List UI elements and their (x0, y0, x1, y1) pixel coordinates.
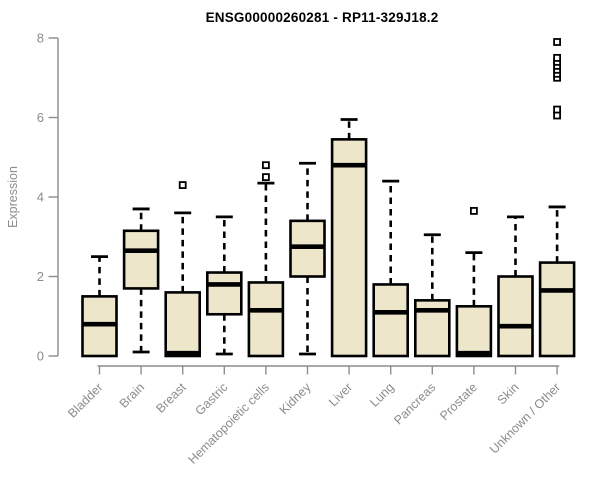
box-group (455, 207, 493, 358)
y-tick-label: 0 (37, 349, 44, 364)
iqr-box (206, 271, 243, 316)
box-group (247, 161, 285, 358)
iqr-box (122, 229, 160, 290)
y-tick-label: 4 (37, 190, 44, 205)
y-tick-label: 6 (37, 110, 44, 125)
x-tick-label: Brain (117, 380, 148, 411)
outlier-point (261, 173, 270, 182)
x-tick-label: Prostate (437, 380, 480, 423)
y-tick-label: 2 (37, 269, 44, 284)
outlier-point (553, 53, 561, 62)
box-group (372, 179, 410, 358)
outlier-point (553, 105, 561, 114)
box-group (497, 215, 534, 358)
outlier-point (261, 161, 270, 170)
box-group (538, 38, 576, 358)
iqr-box (455, 305, 493, 358)
x-tick-label: Bladder (65, 380, 105, 420)
x-tick-label: Breast (153, 380, 189, 416)
y-tick-label: 8 (37, 31, 44, 46)
iqr-box (247, 281, 285, 358)
x-tick-label: Unknown / Other (487, 380, 563, 456)
box-group (81, 255, 118, 358)
iqr-box (372, 283, 410, 358)
iqr-box (164, 291, 201, 358)
x-tick-label: Lung (367, 380, 397, 410)
iqr-box (497, 275, 534, 358)
iqr-box (330, 138, 368, 358)
iqr-box (538, 261, 576, 358)
box-group (413, 233, 451, 358)
y-axis-title: Expression (6, 166, 20, 228)
box-group (164, 181, 201, 358)
box-group (289, 161, 326, 356)
x-tick-label: Gastric (193, 380, 231, 418)
x-tick-label: Skin (495, 380, 522, 407)
outlier-point (469, 207, 478, 215)
outlier-point (553, 38, 561, 46)
x-tick-label: Hematopoietic cells (185, 380, 272, 467)
chart-title: ENSG00000260281 - RP11-329J18.2 (205, 10, 439, 25)
x-tick-label: Pancreas (391, 380, 438, 427)
box-group (206, 215, 243, 356)
outlier-point (178, 181, 187, 189)
box-group (330, 118, 368, 358)
x-tick-label: Kidney (277, 380, 314, 417)
box-group (122, 207, 160, 354)
x-tick-label: Liver (326, 380, 355, 409)
